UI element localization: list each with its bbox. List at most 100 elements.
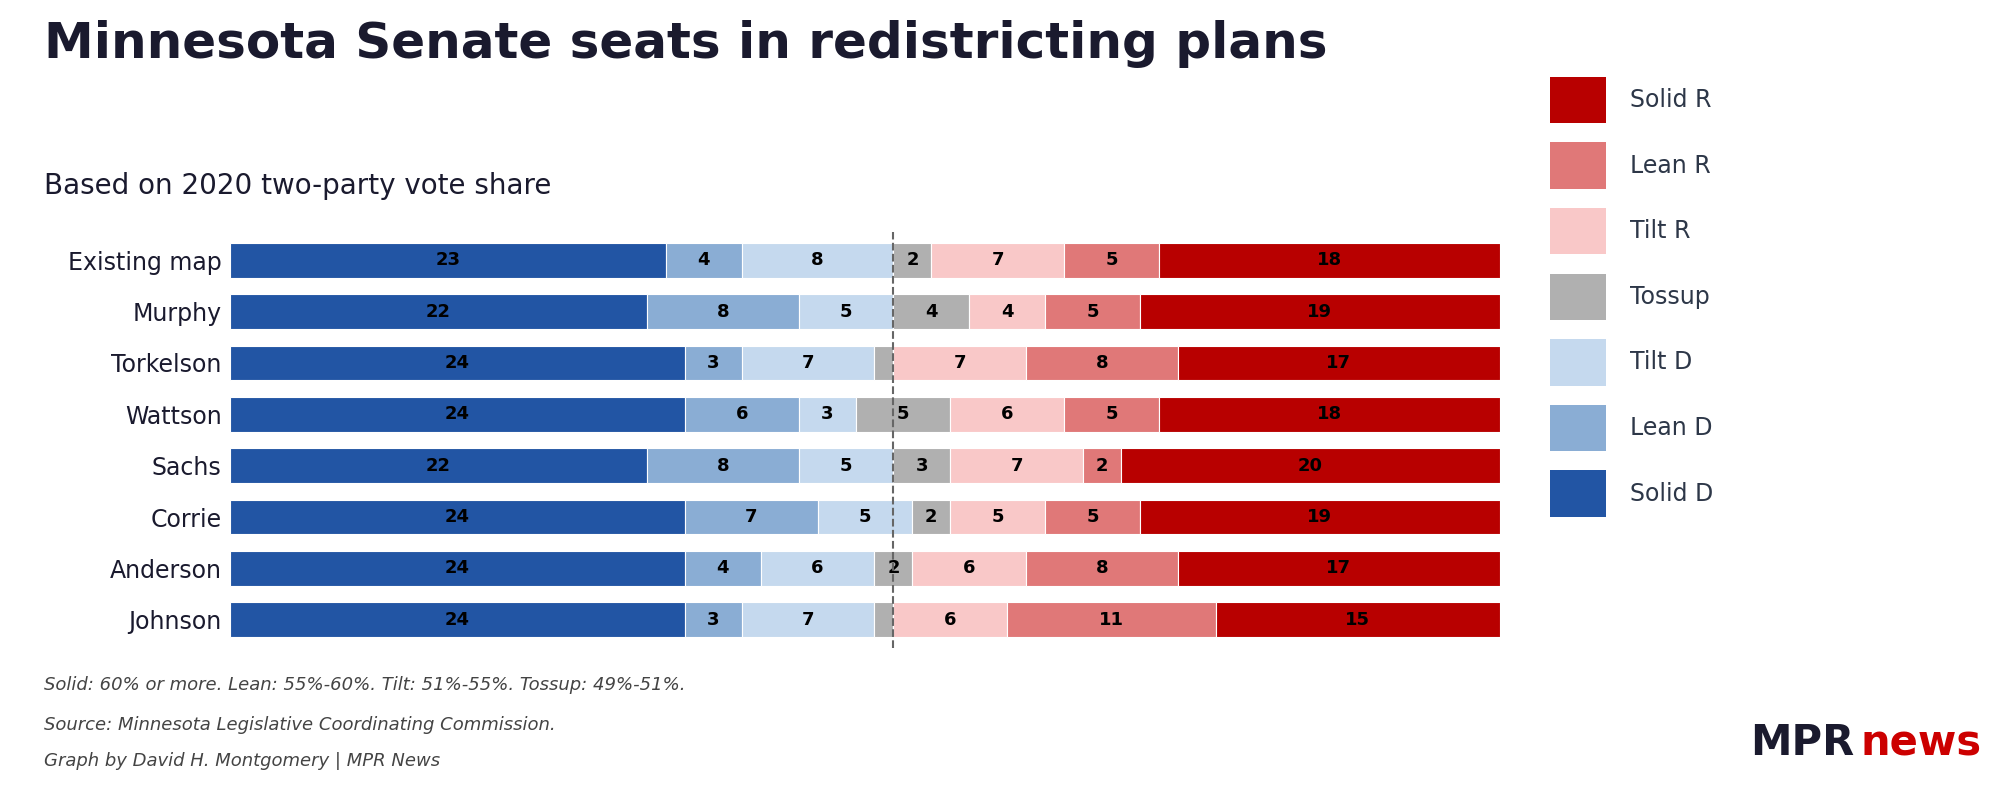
- Text: 4: 4: [716, 559, 730, 578]
- Text: 2: 2: [906, 251, 918, 270]
- Text: 17: 17: [1326, 354, 1352, 372]
- Bar: [1140, 499, 1500, 534]
- Bar: [1046, 294, 1140, 329]
- Bar: [230, 602, 684, 638]
- Text: 7: 7: [1010, 457, 1022, 474]
- Bar: [874, 602, 894, 638]
- Text: Source: Minnesota Legislative Coordinating Commission.: Source: Minnesota Legislative Coordinati…: [44, 716, 556, 734]
- Text: 17: 17: [1326, 559, 1352, 578]
- Bar: [230, 346, 684, 381]
- Text: Lean R: Lean R: [1630, 154, 1710, 178]
- Bar: [1064, 242, 1158, 278]
- Text: 24: 24: [444, 610, 470, 629]
- Text: 18: 18: [1316, 406, 1342, 423]
- Bar: [742, 346, 874, 381]
- Bar: [230, 499, 684, 534]
- Bar: [894, 448, 950, 483]
- Text: 6: 6: [944, 610, 956, 629]
- Bar: [932, 242, 1064, 278]
- Bar: [894, 242, 932, 278]
- Bar: [742, 242, 894, 278]
- Bar: [742, 602, 874, 638]
- Text: 8: 8: [1096, 559, 1108, 578]
- Text: MPR: MPR: [1750, 722, 1854, 764]
- Text: Based on 2020 two-party vote share: Based on 2020 two-party vote share: [44, 172, 552, 200]
- Text: 19: 19: [1308, 508, 1332, 526]
- Bar: [1140, 294, 1500, 329]
- Bar: [684, 397, 798, 432]
- Bar: [1120, 448, 1500, 483]
- Text: 6: 6: [736, 406, 748, 423]
- Text: Minnesota Senate seats in redistricting plans: Minnesota Senate seats in redistricting …: [44, 20, 1328, 68]
- Text: 24: 24: [444, 354, 470, 372]
- Text: 22: 22: [426, 457, 452, 474]
- Bar: [230, 551, 684, 586]
- Bar: [1158, 397, 1500, 432]
- Text: 22: 22: [426, 302, 452, 321]
- Bar: [230, 294, 648, 329]
- Text: 7: 7: [802, 354, 814, 372]
- Text: news: news: [1860, 722, 1982, 764]
- Text: 8: 8: [716, 457, 730, 474]
- Text: 8: 8: [716, 302, 730, 321]
- Text: Solid D: Solid D: [1630, 482, 1714, 506]
- Bar: [666, 242, 742, 278]
- Text: 3: 3: [708, 354, 720, 372]
- Text: Tossup: Tossup: [1630, 285, 1710, 309]
- Text: 24: 24: [444, 406, 470, 423]
- Text: 4: 4: [926, 302, 938, 321]
- Text: 4: 4: [698, 251, 710, 270]
- Text: 7: 7: [992, 251, 1004, 270]
- Text: Tilt R: Tilt R: [1630, 219, 1690, 243]
- Bar: [1026, 551, 1178, 586]
- Text: 5: 5: [1106, 251, 1118, 270]
- Bar: [760, 551, 874, 586]
- Text: 11: 11: [1098, 610, 1124, 629]
- Text: 8: 8: [1096, 354, 1108, 372]
- Bar: [894, 346, 1026, 381]
- Text: 3: 3: [820, 406, 834, 423]
- Text: 6: 6: [964, 559, 976, 578]
- Text: 7: 7: [954, 354, 966, 372]
- Text: 5: 5: [1086, 508, 1098, 526]
- Bar: [798, 294, 894, 329]
- Text: 8: 8: [812, 251, 824, 270]
- Text: 5: 5: [840, 302, 852, 321]
- Bar: [912, 499, 950, 534]
- Text: 24: 24: [444, 508, 470, 526]
- Bar: [230, 242, 666, 278]
- Bar: [874, 346, 894, 381]
- Bar: [1158, 242, 1500, 278]
- Text: 4: 4: [1000, 302, 1014, 321]
- Bar: [684, 551, 760, 586]
- Text: Tilt D: Tilt D: [1630, 350, 1692, 374]
- Text: Solid R: Solid R: [1630, 88, 1712, 112]
- Bar: [230, 448, 648, 483]
- Text: 5: 5: [992, 508, 1004, 526]
- Text: 2: 2: [926, 508, 938, 526]
- Text: 19: 19: [1308, 302, 1332, 321]
- Text: 2: 2: [1096, 457, 1108, 474]
- Bar: [1008, 602, 1216, 638]
- Text: 6: 6: [1000, 406, 1014, 423]
- Bar: [894, 602, 1008, 638]
- Bar: [1046, 499, 1140, 534]
- Text: 3: 3: [708, 610, 720, 629]
- Bar: [684, 346, 742, 381]
- Bar: [912, 551, 1026, 586]
- Text: 2: 2: [888, 559, 900, 578]
- Text: 24: 24: [444, 559, 470, 578]
- Text: 20: 20: [1298, 457, 1322, 474]
- Bar: [950, 499, 1046, 534]
- Text: 6: 6: [812, 559, 824, 578]
- Bar: [950, 448, 1082, 483]
- Text: Graph by David H. Montgomery | MPR News: Graph by David H. Montgomery | MPR News: [44, 752, 440, 770]
- Bar: [874, 551, 912, 586]
- Text: 7: 7: [802, 610, 814, 629]
- Bar: [1064, 397, 1158, 432]
- Text: 18: 18: [1316, 251, 1342, 270]
- Text: 5: 5: [1106, 406, 1118, 423]
- Bar: [894, 294, 970, 329]
- Bar: [1216, 602, 1500, 638]
- Bar: [684, 602, 742, 638]
